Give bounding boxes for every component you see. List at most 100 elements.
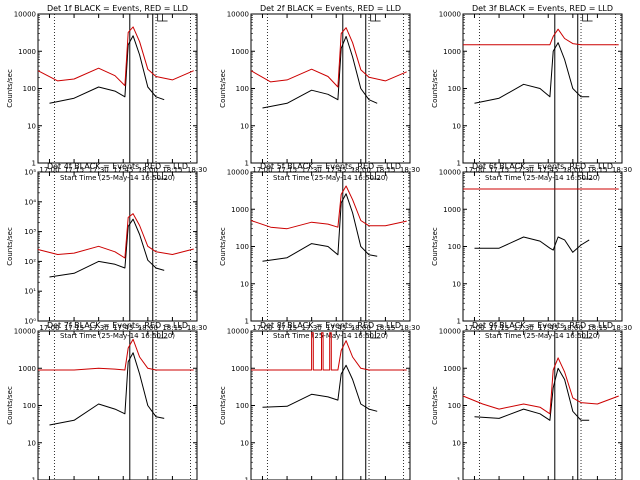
- chart-4-y-tick-label: 10³: [24, 228, 36, 236]
- chart-4-y-tick-label: 10²: [24, 258, 36, 266]
- chart-5-x-tick-label: 17:30: [302, 324, 322, 332]
- chart-panel-7: Det 7f BLACK = Events, RED = LLD 1 10 100 10…: [6, 321, 198, 480]
- chart-3-y-tick-label: 10000: [439, 11, 461, 19]
- chart-1-flag-marker: [162, 14, 168, 22]
- chart-3-x-tick-label: 17:45: [538, 166, 558, 174]
- chart-7-flag-marker: [162, 331, 168, 339]
- chart-9-y-axis-label: Counts/sec: [431, 386, 439, 425]
- chart-2-lld-series-line: [250, 27, 407, 88]
- chart-2-y-axis-label: Counts/sec: [219, 69, 227, 108]
- chart-4-y-tick-label: 10⁵: [24, 169, 36, 177]
- chart-7-lld-series-line: [38, 338, 194, 371]
- chart-panel-9: Det 9f BLACK = Events, RED = LLD 1 10 100 10…: [431, 321, 623, 480]
- chart-5-title: Det 5f BLACK = Events, RED = LLD: [260, 162, 401, 171]
- chart-3-x-axis-label: Start Time (25-May-14 16:50:20): [485, 174, 600, 182]
- chart-3-events-series-line: [474, 42, 590, 104]
- chart-1-y-axis-label: Counts/sec: [6, 69, 14, 108]
- chart-7-y-tick-label: 10000: [14, 328, 36, 336]
- chart-5-events-series-line: [262, 193, 378, 262]
- chart-3-x-tick-label: 17:00: [464, 166, 484, 174]
- chart-4-events-series-line: [49, 218, 165, 278]
- chart-3-lld-series-line: [463, 28, 619, 46]
- chart-2-x-tick-label: 17:00: [252, 166, 272, 174]
- chart-5-flag-marker: [370, 172, 376, 180]
- chart-2-flag-marker: [370, 14, 376, 22]
- chart-2-plot-frame: [250, 13, 411, 164]
- chart-5-y-tick-label: 1: [245, 318, 249, 326]
- chart-1-y-tick-label: 10000: [14, 11, 36, 19]
- chart-4-lld-series-line: [37, 213, 194, 259]
- chart-5-x-tick-label: 17:45: [326, 324, 346, 332]
- chart-4-x-axis-label: Start Time (25-May-14 16:50:20): [60, 332, 175, 340]
- chart-8-flag-marker: [370, 331, 376, 339]
- chart-1-y-tick-label: 10: [27, 122, 36, 130]
- chart-5-x-tick-label: 17:00: [252, 324, 272, 332]
- chart-5-plot-frame: [250, 171, 411, 322]
- chart-7-y-tick-label: 10: [27, 439, 36, 447]
- chart-6-events-series-line: [474, 236, 590, 253]
- chart-4-flag-marker: [162, 172, 168, 180]
- chart-9-flag-marker: [587, 331, 593, 339]
- chart-3-flag-marker: [582, 14, 588, 22]
- chart-7-title: Det 7f BLACK = Events, RED = LLD: [47, 321, 188, 330]
- chart-2-y-tick-label: 100: [236, 85, 249, 93]
- chart-panel-3: Det 3f BLACK = Events, RED = LLD 1 10 100 10…: [431, 4, 632, 182]
- chart-1-x-tick-label: 17:45: [113, 166, 133, 174]
- chart-1-x-tick-label: 17:30: [89, 166, 109, 174]
- chart-6-y-tick-label: 100: [448, 243, 461, 251]
- chart-6-y-tick-label: 1000: [443, 206, 461, 214]
- chart-7-y-axis-label: Counts/sec: [6, 386, 14, 425]
- chart-2-title: Det 2f BLACK = Events, RED = LLD: [260, 4, 401, 13]
- chart-6-y-tick-label: 1: [457, 318, 461, 326]
- chart-panel-5: Det 5f BLACK = Events, RED = LLD 1 10 100 10…: [219, 162, 420, 340]
- chart-6-y-tick-label: 10000: [439, 169, 461, 177]
- chart-2-x-tick-label: 18:00: [351, 166, 371, 174]
- chart-2-y-tick-label: 10000: [227, 11, 249, 19]
- chart-9-y-tick-label: 1: [457, 477, 461, 480]
- chart-5-y-tick-label: 1000: [231, 206, 249, 214]
- chart-panel-6: Det 6f BLACK = Events, RED = LLD 1 10 100 10…: [431, 162, 632, 340]
- chart-2-x-tick-label: 18:15: [375, 166, 395, 174]
- chart-9-flag-marker: [582, 331, 588, 339]
- chart-8-y-tick-label: 10000: [227, 328, 249, 336]
- chart-6-y-tick-label: 10: [452, 280, 461, 288]
- chart-1-x-tick-label: 17:00: [39, 166, 59, 174]
- chart-6-y-axis-label: Counts/sec: [431, 227, 439, 266]
- chart-6-plot-frame: [462, 171, 623, 322]
- chart-1-x-tick-label: 18:00: [138, 166, 158, 174]
- chart-7-events-series-line: [49, 352, 165, 426]
- chart-9-title: Det 9f BLACK = Events, RED = LLD: [472, 321, 613, 330]
- chart-5-y-tick-label: 100: [236, 243, 249, 251]
- chart-7-y-tick-label: 1000: [18, 365, 36, 373]
- chart-2-events-series-line: [262, 35, 378, 109]
- chart-1-y-tick-label: 1: [32, 160, 36, 168]
- chart-5-x-tick-label: 18:00: [351, 324, 371, 332]
- chart-6-x-axis-label: Start Time (25-May-14 16:50:20): [485, 332, 600, 340]
- chart-3-y-axis-label: Counts/sec: [431, 69, 439, 108]
- chart-1-title: Det 1f BLACK = Events, RED = LLD: [47, 4, 188, 13]
- chart-1-flag-marker: [157, 14, 163, 22]
- chart-4-y-axis-label: Counts/sec: [6, 227, 14, 266]
- chart-5-x-tick-label: 17:15: [277, 324, 297, 332]
- chart-3-x-tick-label: 18:00: [563, 166, 583, 174]
- chart-8-y-tick-label: 1: [245, 477, 249, 480]
- chart-2-flag-marker: [375, 14, 381, 22]
- chart-4-y-tick-label: 10¹: [24, 288, 36, 296]
- chart-8-y-tick-label: 100: [236, 402, 249, 410]
- chart-3-flag-marker: [587, 14, 593, 22]
- chart-6-title: Det 6f BLACK = Events, RED = LLD: [472, 162, 613, 171]
- chart-8-flag-marker: [375, 331, 381, 339]
- chart-panel-2: Det 2f BLACK = Events, RED = LLD 1 10 100 10…: [219, 4, 420, 182]
- chart-6-x-tick-label: 17:15: [489, 324, 509, 332]
- chart-5-y-tick-label: 10: [240, 280, 249, 288]
- chart-3-x-tick-label: 17:30: [514, 166, 534, 174]
- chart-4-plot-frame: [37, 171, 198, 322]
- chart-4-x-tick-label: 18:00: [138, 324, 158, 332]
- chart-panel-4: Det 4f BLACK = Events, RED = LLD 10⁰ 10¹ 10…: [6, 162, 207, 340]
- chart-1-x-axis-label: Start Time (25-May-14 16:50:20): [60, 174, 175, 182]
- chart-4-y-tick-label: 10⁴: [24, 198, 36, 206]
- chart-8-title: Det 8f BLACK = Events, RED = LLD: [260, 321, 401, 330]
- chart-7-plot-frame: [37, 330, 198, 480]
- chart-4-y-tick-label: 10⁰: [24, 318, 36, 326]
